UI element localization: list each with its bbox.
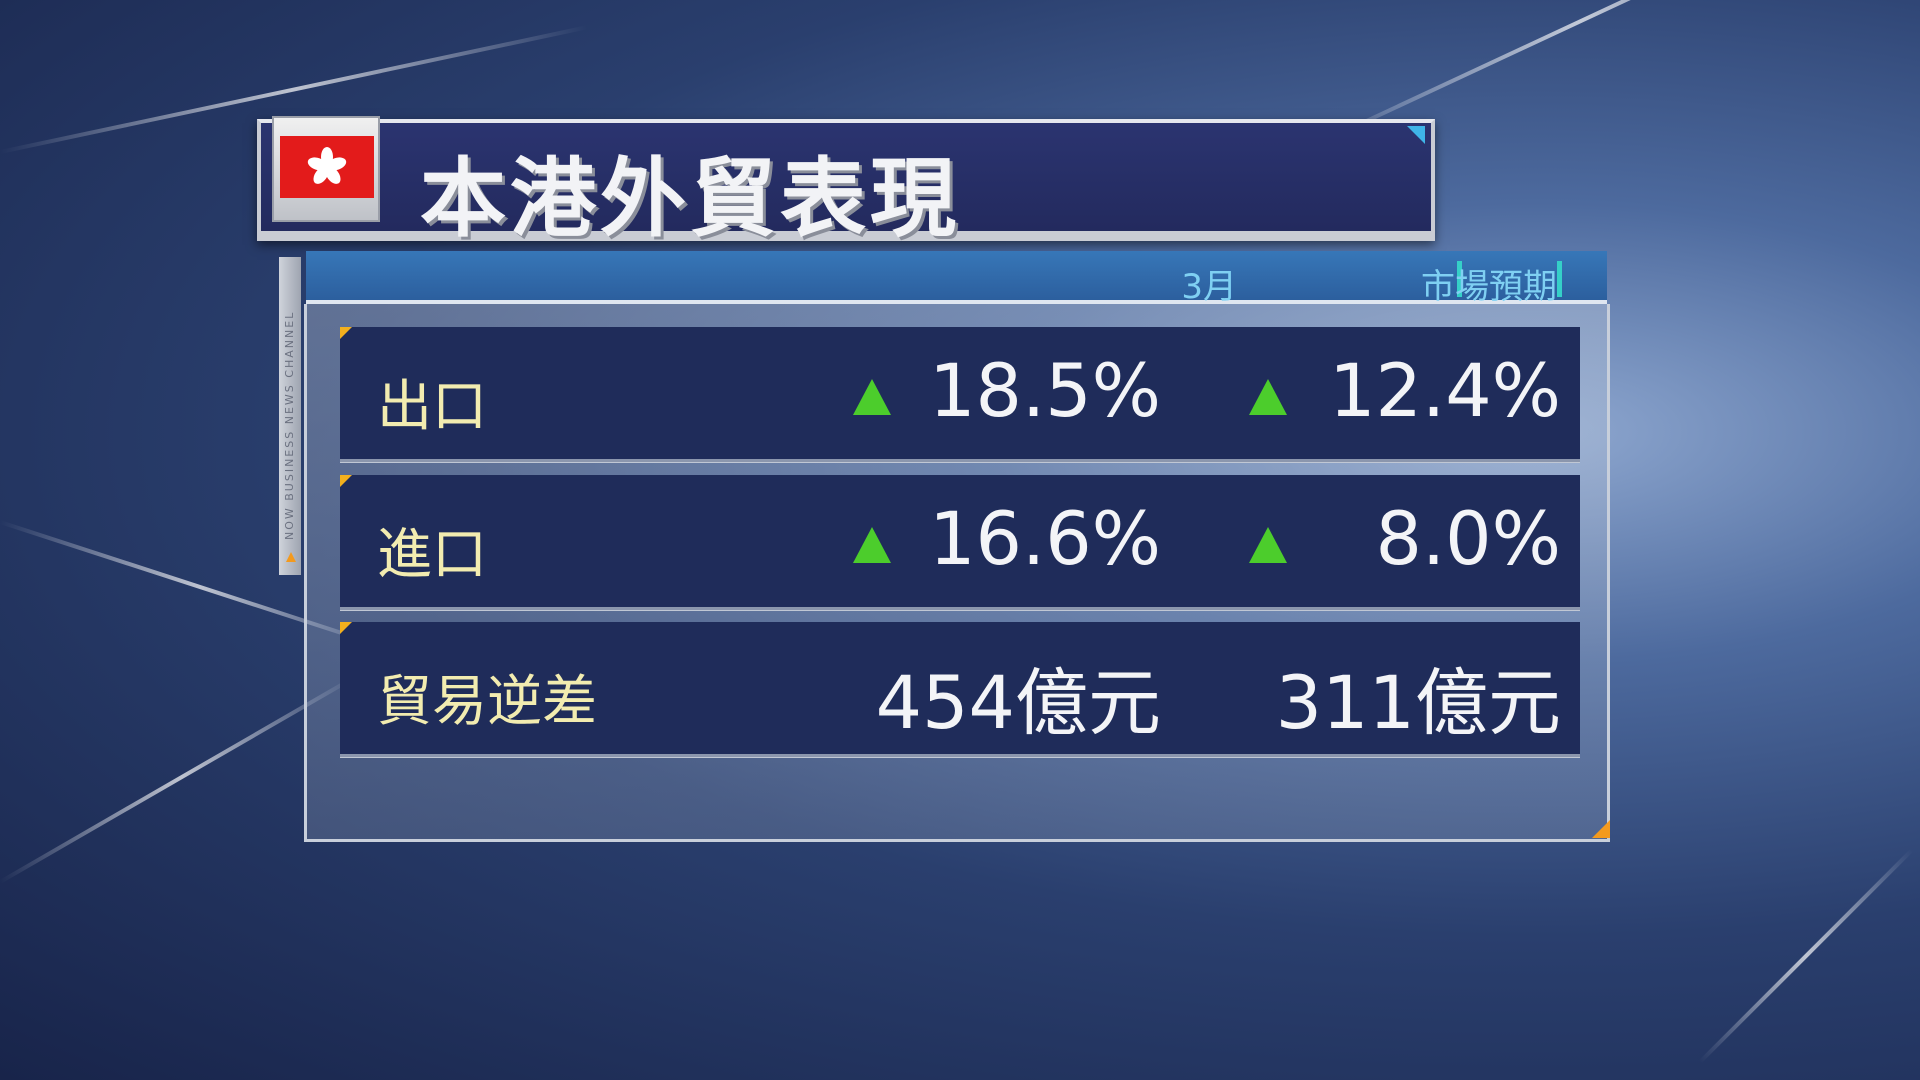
up-arrow-icon: [853, 379, 891, 415]
column-divider: [1557, 261, 1562, 297]
table-row-trade-deficit: 貿易逆差 454億元 311億元: [340, 622, 1580, 757]
row-corner-icon: [340, 327, 352, 339]
march-value: 18.5%: [929, 349, 1161, 434]
row-corner-icon: [340, 622, 352, 634]
panel-corner-icon: [1592, 820, 1610, 838]
channel-triangle-icon: [286, 552, 296, 562]
title-bar: [257, 119, 1435, 241]
up-arrow-icon: [853, 527, 891, 563]
march-value: 454億元: [875, 661, 1161, 746]
column-march: 3月: [1181, 267, 1237, 307]
column-divider: [1457, 261, 1462, 297]
hong-kong-flag-icon: [280, 136, 374, 198]
table-row-imports: 進口 16.6% 8.0%: [340, 475, 1580, 610]
march-value: 16.6%: [929, 497, 1161, 582]
row-label: 貿易逆差: [377, 669, 598, 733]
expected-value: 311億元: [1275, 661, 1561, 746]
expected-value: 8.0%: [1375, 497, 1561, 582]
up-arrow-icon: [1249, 379, 1287, 415]
channel-strip: [279, 257, 301, 575]
row-label: 出口: [377, 374, 488, 438]
column-header: 3月 市場預期: [306, 251, 1607, 307]
expected-value: 12.4%: [1329, 349, 1561, 434]
page-title: 本港外貿表現: [420, 149, 960, 249]
corner-accent: [1407, 126, 1425, 144]
up-arrow-icon: [1249, 527, 1287, 563]
row-label: 進口: [377, 522, 488, 586]
channel-label: NOW BUSINESS NEWS CHANNEL: [283, 310, 296, 540]
column-expected: 市場預期: [1421, 267, 1557, 307]
row-corner-icon: [340, 475, 352, 487]
table-row-exports: 出口 18.5% 12.4%: [340, 327, 1580, 462]
flag-frame: [272, 116, 380, 222]
